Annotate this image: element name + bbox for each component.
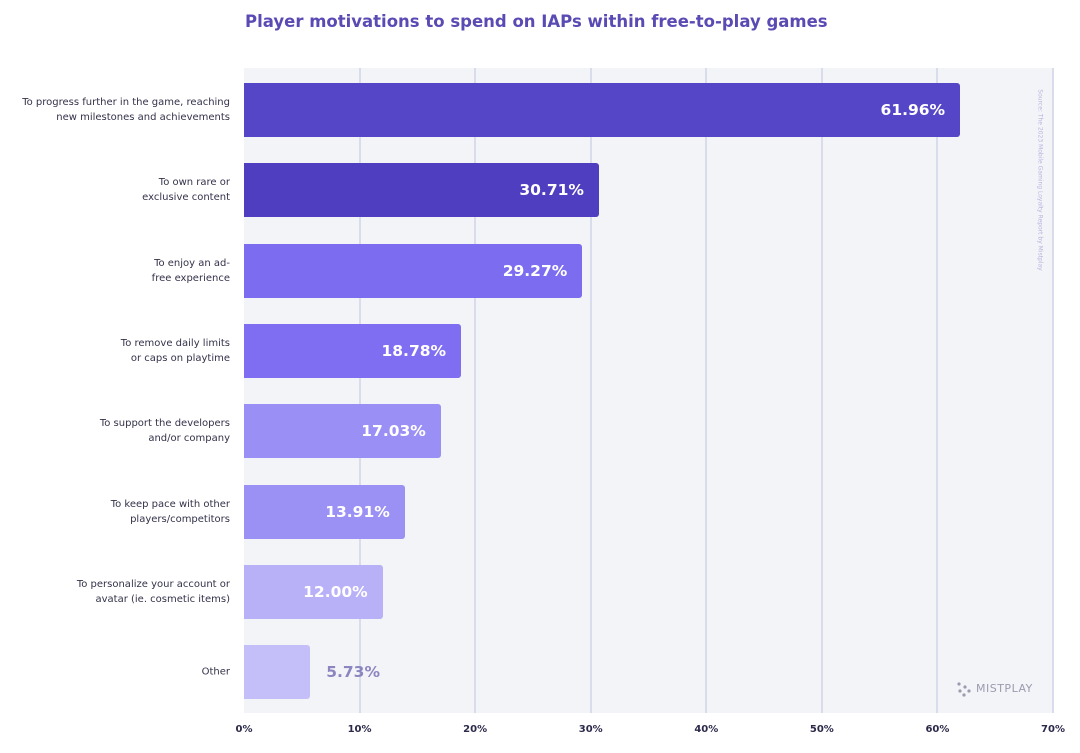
grid-line xyxy=(1052,68,1054,713)
bar xyxy=(244,83,961,137)
value-label: 30.71% xyxy=(519,181,584,200)
bar xyxy=(244,564,383,619)
bar xyxy=(244,243,583,298)
grid-line xyxy=(705,68,708,713)
bar xyxy=(244,404,441,459)
value-label: 13.91% xyxy=(325,502,390,521)
x-tick-label: 60% xyxy=(925,724,950,735)
value-label: 61.96% xyxy=(880,101,946,119)
grid-line xyxy=(358,68,361,713)
category-label: Other xyxy=(201,666,230,678)
category-label: To keep pace with other players/competit… xyxy=(110,498,230,525)
source-note: Source: The 2023 Mobile Gaming Loyalty R… xyxy=(1036,89,1044,271)
bar xyxy=(244,323,462,378)
value-label: 5.73% xyxy=(326,663,380,682)
chart-title: Player motivations to spend on IAPs with… xyxy=(245,12,828,31)
bar xyxy=(244,645,311,700)
category-label: To support the developers and/or company xyxy=(99,418,230,445)
logo-icon xyxy=(957,682,971,697)
x-tick-label: 20% xyxy=(463,724,488,735)
value-label: 29.27% xyxy=(502,261,568,280)
logo: MISTPLAY xyxy=(976,682,1033,695)
category-label: To progress further in the game, reachin… xyxy=(22,97,230,123)
x-tick-label: 70% xyxy=(1041,724,1065,735)
bar xyxy=(244,163,599,218)
value-label: 17.03% xyxy=(361,422,426,441)
x-tick-label: 0% xyxy=(235,724,253,735)
x-tick-label: 10% xyxy=(347,724,372,735)
grid-line xyxy=(820,68,823,713)
value-label: 18.78% xyxy=(381,341,447,360)
x-tick-label: 40% xyxy=(694,724,719,735)
category-label: To enjoy an ad- free experience xyxy=(151,257,230,284)
bar xyxy=(244,484,405,539)
category-label: To personalize your account or avatar (i… xyxy=(76,578,230,605)
grid-line xyxy=(474,68,477,713)
grid-line xyxy=(589,68,592,713)
grid-line xyxy=(936,68,939,713)
value-label: 12.00% xyxy=(303,582,368,601)
x-tick-label: 50% xyxy=(809,724,834,735)
category-label: To remove daily limits or caps on playti… xyxy=(120,337,230,364)
x-tick-label: 30% xyxy=(578,724,603,735)
category-label: To own rare or exclusive content xyxy=(142,177,230,204)
